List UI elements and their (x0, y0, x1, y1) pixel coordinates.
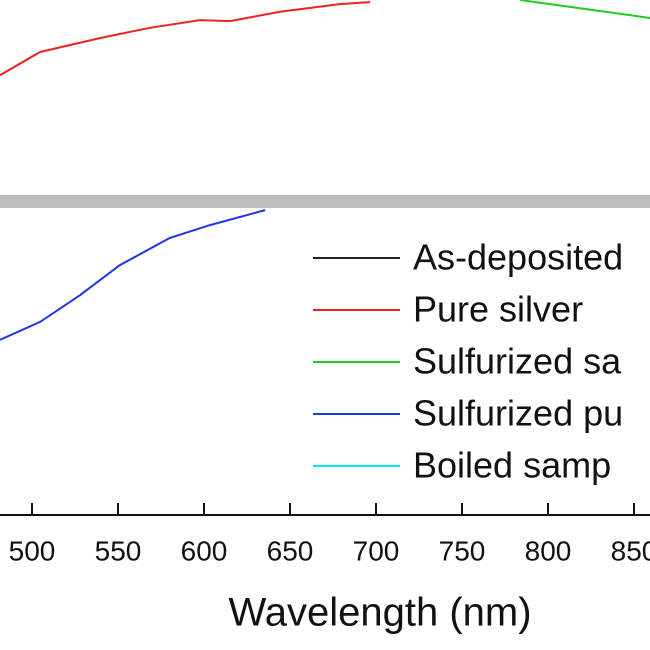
x-tick-label: 500 (9, 535, 56, 566)
x-axis-label: Wavelength (nm) (228, 591, 531, 635)
x-tick-label: 800 (525, 535, 572, 566)
series-line (0, 209, 266, 341)
x-tick-label: 600 (181, 535, 228, 566)
x-tick-label: 750 (439, 535, 486, 566)
axis-break (0, 195, 650, 208)
x-tick-label: 700 (353, 535, 400, 566)
series-line (519, 0, 650, 19)
legend-label: Sulfurized pu (413, 393, 623, 434)
x-tick-label: 550 (95, 535, 142, 566)
legend-label: As-deposited (413, 237, 623, 278)
legend-label: Boiled samp (413, 445, 611, 486)
series-line (0, 1, 371, 77)
x-tick-label: 850 (611, 535, 650, 566)
legend-label: Pure silver (413, 289, 583, 330)
legend-label: Sulfurized sa (413, 341, 622, 382)
x-tick-label: 650 (267, 535, 314, 566)
